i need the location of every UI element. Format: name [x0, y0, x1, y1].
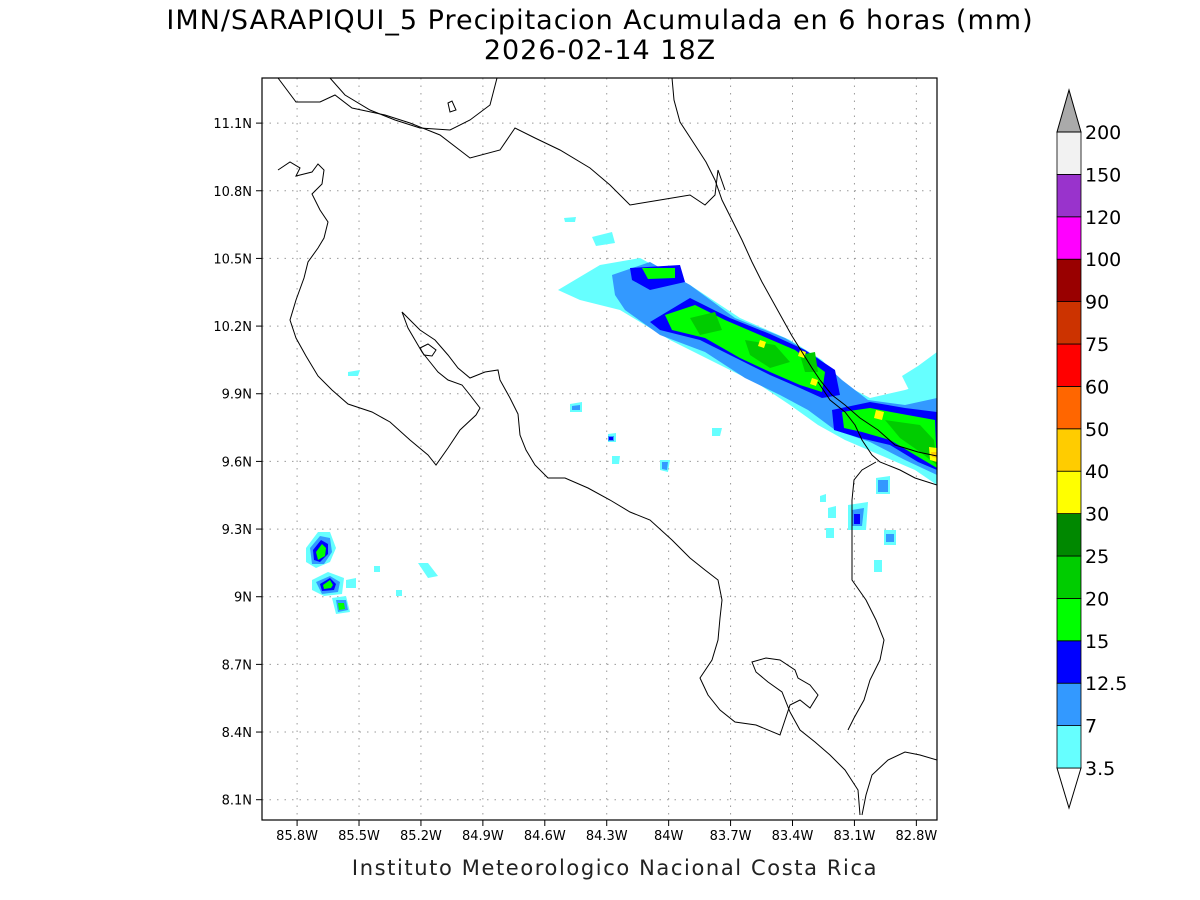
- border-panama: [817, 381, 937, 486]
- colorbar-label: 150: [1085, 164, 1121, 186]
- colorbar-over-triangle: [1056, 88, 1082, 133]
- colorbar-label: 120: [1085, 207, 1121, 229]
- colorbar-label: 90: [1085, 292, 1109, 314]
- precip-cell-12.5: [609, 437, 860, 524]
- colorbar-swatch: [1056, 513, 1082, 557]
- lon-tick-label: 85.2W: [400, 829, 442, 844]
- colorbar-label: 20: [1085, 588, 1109, 610]
- colorbar-label: 200: [1085, 122, 1121, 144]
- lat-tick-label: 9.6N: [222, 455, 252, 470]
- colorbar-swatch: [1056, 131, 1082, 175]
- coast-osa: [789, 711, 861, 816]
- colorbar-swatch: [1056, 682, 1082, 727]
- lon-tick-label: 83.7W: [710, 829, 752, 844]
- map-title: IMN/SARAPIQUI_5 Precipitacion Acumulada …: [166, 5, 1034, 36]
- map-grid: [262, 78, 937, 820]
- colorbar-under-triangle: [1056, 767, 1082, 810]
- lon-tick-label: 82.8W: [895, 829, 937, 844]
- colorbar-label: 60: [1085, 376, 1109, 398]
- colorbar-label: 40: [1085, 461, 1109, 483]
- colorbar-label: 15: [1085, 631, 1109, 653]
- colorbar-label: 30: [1085, 504, 1109, 526]
- lat-tick-label: 8.4N: [222, 726, 252, 741]
- lon-tick-label: 84.9W: [462, 829, 504, 844]
- colorbar-swatch: [1056, 470, 1082, 515]
- lake-nicaragua-shore: [329, 78, 498, 131]
- footer-credit: Instituto Meteorologico Nacional Costa R…: [351, 856, 879, 880]
- precip-cell-pacific-15: [316, 544, 345, 610]
- lon-tick-label: 83.4W: [772, 829, 814, 844]
- precip-band-20: [690, 312, 937, 465]
- coast-caribbean: [671, 78, 937, 457]
- lat-tick-label: 10.2N: [213, 320, 252, 335]
- colorbar-label: 75: [1085, 334, 1109, 356]
- lon-tick-label: 83.1W: [834, 829, 876, 844]
- colorbar-swatch: [1056, 598, 1082, 642]
- colorbar-swatch: [1056, 258, 1082, 303]
- map-frame: [261, 77, 938, 821]
- colorbar-label: 100: [1085, 249, 1121, 271]
- colorbar-swatch: [1056, 428, 1082, 472]
- lat-tick-label: 9.3N: [222, 523, 252, 538]
- colorbar-swatch: [1056, 555, 1082, 599]
- lon-tick-label: 84.6W: [524, 829, 566, 844]
- lat-tick-label: 9N: [234, 591, 252, 606]
- colorbar-swatch: [1056, 216, 1082, 260]
- lat-tick-label: 8.7N: [222, 658, 252, 673]
- colorbar-label: 7: [1085, 716, 1097, 738]
- longitude-axis: 85.8W 85.5W 85.2W 84.9W 84.6W 84.3W 84W 83.7W 83…: [276, 820, 937, 844]
- lat-tick-label: 11.1N: [213, 117, 252, 132]
- coast-burica: [861, 751, 937, 816]
- map-datetime: 2026-02-14 18Z: [483, 35, 717, 66]
- coastline: [277, 78, 937, 816]
- colorbar-label: 12.5: [1085, 673, 1127, 695]
- colorbar-swatch: [1056, 173, 1082, 218]
- latitude-axis: 11.1N 10.8N 10.5N 10.2N 9.9N 9.6N 9.3N 9N 8.7N 8.…: [213, 117, 262, 809]
- lat-tick-label: 10.8N: [213, 185, 252, 200]
- lon-tick-label: 85.8W: [276, 829, 318, 844]
- coast-guanacaste: [277, 161, 819, 736]
- border-panama-south: [847, 461, 885, 731]
- lon-tick-label: 85.5W: [338, 829, 380, 844]
- colorbar-swatch: [1056, 640, 1082, 684]
- border-nicaragua: [277, 78, 726, 206]
- colorbar-label: 25: [1085, 546, 1109, 568]
- colorbar-swatch: [1056, 385, 1082, 430]
- colorbar-swatch: [1056, 725, 1082, 769]
- colorbar-label: 3.5: [1085, 758, 1115, 780]
- colorbar-swatch: [1056, 301, 1082, 345]
- colorbar-swatch: [1056, 343, 1082, 387]
- lat-tick-label: 9.9N: [222, 388, 252, 403]
- lat-tick-label: 8.1N: [222, 794, 252, 809]
- colorbar-label: 50: [1085, 419, 1109, 441]
- precipitation-field: [306, 217, 937, 614]
- nicoya-gulf-island: [419, 343, 437, 357]
- island-icon-shape: [447, 100, 457, 113]
- lon-tick-label: 84W: [654, 829, 684, 844]
- lat-tick-label: 10.5N: [213, 252, 252, 267]
- colorbar: 3.5 7 12.5 15 20 25 30 40 50 60 75 90 100 120 150 200: [1056, 88, 1127, 810]
- lon-tick-label: 84.3W: [586, 829, 628, 844]
